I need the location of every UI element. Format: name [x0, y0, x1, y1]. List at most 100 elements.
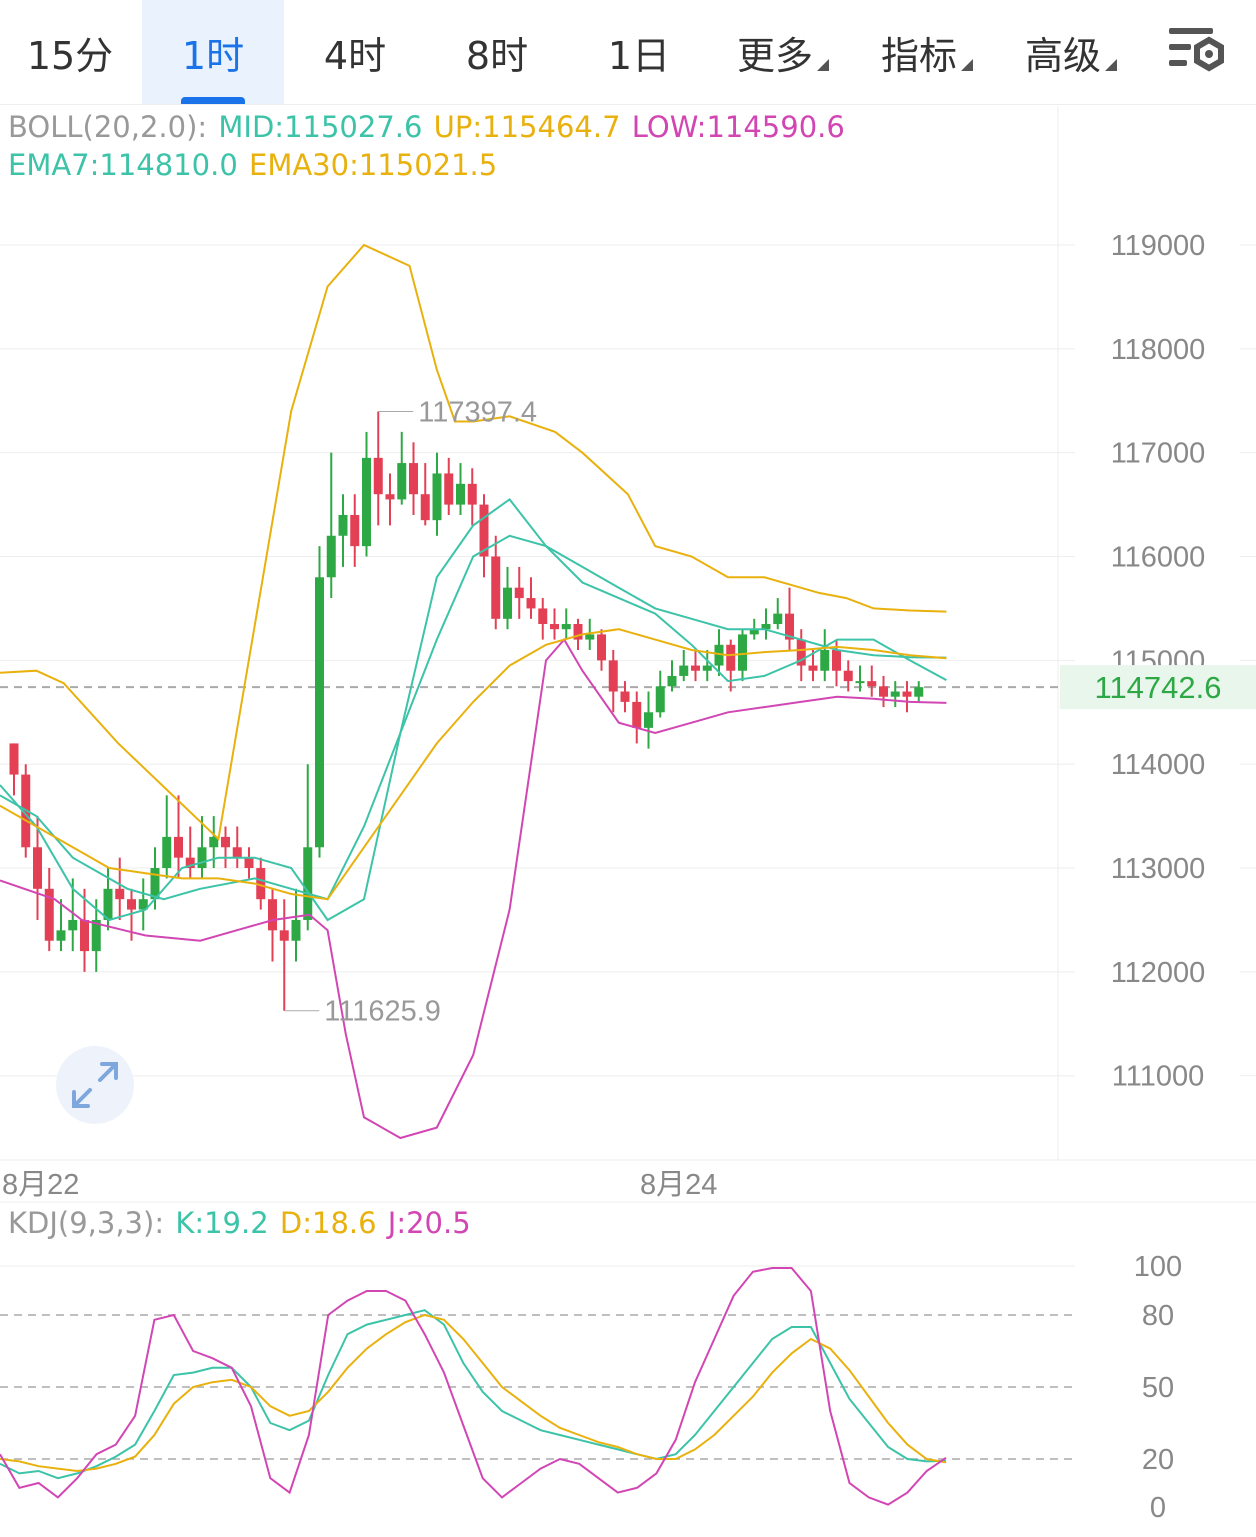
tab-label: 4时 — [323, 33, 387, 78]
candle-body — [432, 473, 442, 521]
tab-more[interactable]: 更多 — [712, 0, 854, 104]
candle-body — [256, 868, 266, 900]
candle-body — [679, 665, 689, 676]
candle-body — [197, 847, 207, 869]
candle-body — [44, 888, 54, 941]
candle-body — [291, 919, 301, 941]
series-line-ema30 — [0, 628, 947, 901]
ema7-value: EMA7:114810.0 — [8, 148, 238, 182]
candle-body — [879, 686, 888, 697]
boll-up: UP:115464.7 — [433, 110, 621, 144]
candle-body — [526, 598, 536, 609]
candle-body — [456, 483, 465, 505]
kdj-line-k — [0, 1309, 947, 1480]
candle-body — [726, 644, 736, 671]
expand-chart-button[interactable] — [56, 1046, 134, 1124]
tab-advanced[interactable]: 高级 — [1000, 0, 1142, 104]
candle-body — [820, 649, 830, 671]
candle-body — [268, 899, 277, 931]
kdj-j: J:20.5 — [387, 1206, 471, 1240]
candle-body — [279, 930, 289, 941]
candle-body — [33, 847, 42, 889]
candle-body — [914, 687, 924, 697]
x-tick-label: 8月22 — [2, 1169, 79, 1201]
x-tick-label: 8月24 — [640, 1169, 717, 1201]
kdj-tick-label: 50 — [1142, 1372, 1174, 1404]
series-line-mid — [0, 534, 947, 901]
candle-body — [373, 457, 383, 495]
boll-mid: MID:115027.6 — [218, 110, 423, 144]
chart-settings-icon[interactable] — [1165, 22, 1229, 78]
candle-body — [150, 868, 160, 900]
kdj-legend: KDJ(9,3,3): K:19.2 D:18.6 J:20.5 — [8, 1206, 473, 1240]
kdj-tick-label: 20 — [1142, 1444, 1174, 1476]
candle-body — [385, 494, 395, 500]
kdj-tick-label: 100 — [1134, 1251, 1182, 1283]
candle-body — [9, 743, 19, 775]
candle-body — [749, 629, 759, 635]
candle-body — [902, 691, 912, 697]
expand-icon — [72, 1062, 118, 1108]
y-tick-label: 118000 — [1111, 334, 1206, 366]
candle-body — [632, 701, 642, 728]
candle-body — [80, 919, 89, 952]
tab-4h[interactable]: 4时 — [284, 0, 426, 104]
candle-body — [855, 681, 865, 684]
candle-body — [538, 608, 548, 625]
candle-body — [702, 665, 712, 671]
y-tick-label: 114000 — [1111, 749, 1206, 781]
dropdown-caret-icon — [1105, 59, 1117, 71]
candle-body — [773, 613, 783, 625]
candle-body — [232, 847, 242, 858]
tab-label: 1日 — [607, 33, 671, 78]
tab-label: 更多 — [736, 33, 813, 78]
candle-body — [573, 624, 583, 640]
kdj-line-j — [0, 1267, 947, 1506]
ema30-value: EMA30:115021.5 — [249, 148, 498, 182]
candle-body — [561, 624, 571, 630]
y-tick-label: 112000 — [1111, 957, 1206, 989]
tab-1d[interactable]: 1日 — [568, 0, 710, 104]
candle-body — [867, 681, 877, 687]
candle-body — [890, 691, 900, 697]
tab-15min[interactable]: 15分 — [0, 0, 140, 104]
series-line-low — [0, 637, 947, 1140]
kdj-prefix: KDJ(9,3,3): — [8, 1206, 165, 1240]
tab-8h[interactable]: 8时 — [426, 0, 568, 104]
candle-body — [832, 649, 841, 671]
candle-body — [185, 857, 195, 869]
current-price-tag — [1060, 665, 1256, 710]
candle-body — [68, 919, 78, 931]
current-price-label: 114742.6 — [1095, 670, 1222, 705]
tab-label: 指标 — [880, 33, 957, 78]
candle-body — [796, 639, 806, 666]
dropdown-caret-icon — [961, 59, 973, 71]
y-tick-label: 119000 — [1111, 230, 1206, 262]
candle-body — [420, 494, 430, 521]
candle-body — [644, 712, 653, 728]
candle-body — [550, 624, 559, 630]
candle-body — [362, 457, 371, 547]
candle-body — [103, 888, 113, 920]
candle-body — [597, 634, 606, 661]
candle-body — [655, 686, 665, 713]
candle-body — [843, 670, 853, 682]
series-line-ema7 — [0, 498, 947, 922]
candle-body — [174, 836, 183, 858]
candle-body — [303, 847, 313, 920]
tab-label: 8时 — [465, 33, 529, 78]
tab-1h[interactable]: 1时 — [142, 0, 284, 104]
candle-body — [326, 535, 336, 578]
candle-body — [514, 587, 524, 599]
timeframe-tab-bar: 15分 1时 4时 8时 1日 更多 指标 高级 — [0, 0, 1256, 105]
tab-indicators[interactable]: 指标 — [856, 0, 998, 104]
candle-body — [138, 899, 148, 910]
candle-body — [338, 514, 348, 536]
candle-body — [467, 483, 477, 505]
kdj-d: D:18.6 — [279, 1206, 377, 1240]
candle-body — [761, 624, 771, 630]
y-tick-label: 117000 — [1111, 438, 1206, 470]
series-line-up — [0, 243, 947, 842]
candle-body — [409, 463, 418, 495]
